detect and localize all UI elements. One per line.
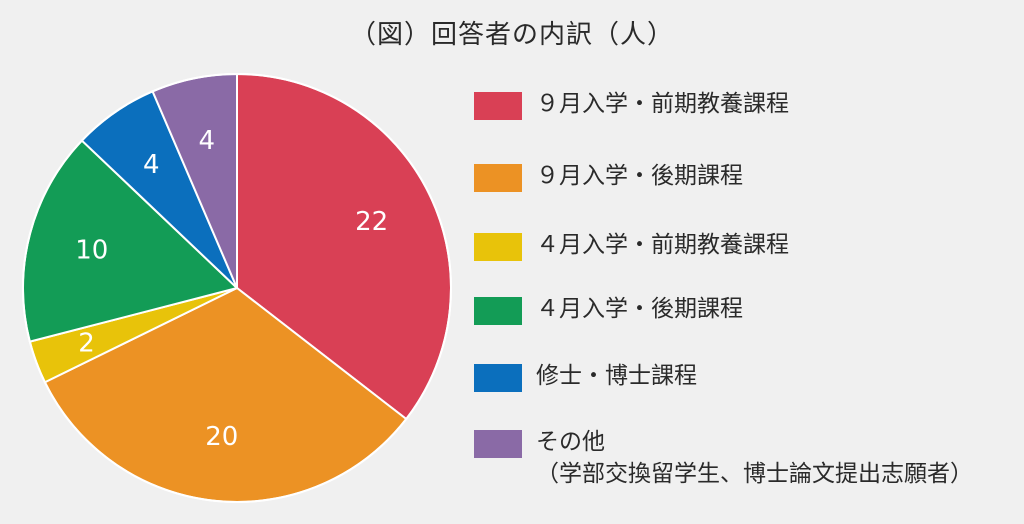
legend-swatch bbox=[474, 233, 522, 261]
legend-label-group: その他 （学部交換留学生、博士論文提出志願者） bbox=[536, 426, 973, 490]
legend-sublabel: （学部交換留学生、博士論文提出志願者） bbox=[536, 461, 973, 487]
legend-item-sept-early: ９月入学・前期教養課程 bbox=[474, 88, 789, 120]
legend-label: ９月入学・前期教養課程 bbox=[536, 91, 789, 117]
legend-swatch bbox=[474, 297, 522, 325]
legend-item-other: その他 （学部交換留学生、博士論文提出志願者） bbox=[474, 426, 973, 490]
legend-label: ９月入学・後期課程 bbox=[536, 163, 743, 189]
slice-value-label: 4 bbox=[143, 150, 160, 180]
slice-value-label: 10 bbox=[75, 235, 108, 265]
legend-label: ４月入学・後期課程 bbox=[536, 296, 743, 322]
legend-item-sept-late: ９月入学・後期課程 bbox=[474, 160, 743, 192]
legend-swatch bbox=[474, 92, 522, 120]
legend-label: ４月入学・前期教養課程 bbox=[536, 232, 789, 258]
legend-item-grad: 修士・博士課程 bbox=[474, 360, 697, 392]
legend-label: 修士・博士課程 bbox=[536, 363, 697, 389]
chart-title: （図）回答者の内訳（人） bbox=[349, 20, 674, 50]
legend-item-apr-early: ４月入学・前期教養課程 bbox=[474, 229, 789, 261]
slice-value-label: 2 bbox=[78, 329, 95, 359]
legend-label: その他 bbox=[536, 429, 605, 455]
legend-swatch bbox=[474, 164, 522, 192]
legend-item-apr-late: ４月入学・後期課程 bbox=[474, 293, 743, 325]
slice-value-label: 22 bbox=[355, 207, 388, 237]
legend-swatch bbox=[474, 430, 522, 458]
slice-value-label: 4 bbox=[199, 126, 216, 156]
legend-swatch bbox=[474, 364, 522, 392]
pie-outline bbox=[22, 73, 452, 503]
slice-value-label: 20 bbox=[205, 422, 238, 452]
